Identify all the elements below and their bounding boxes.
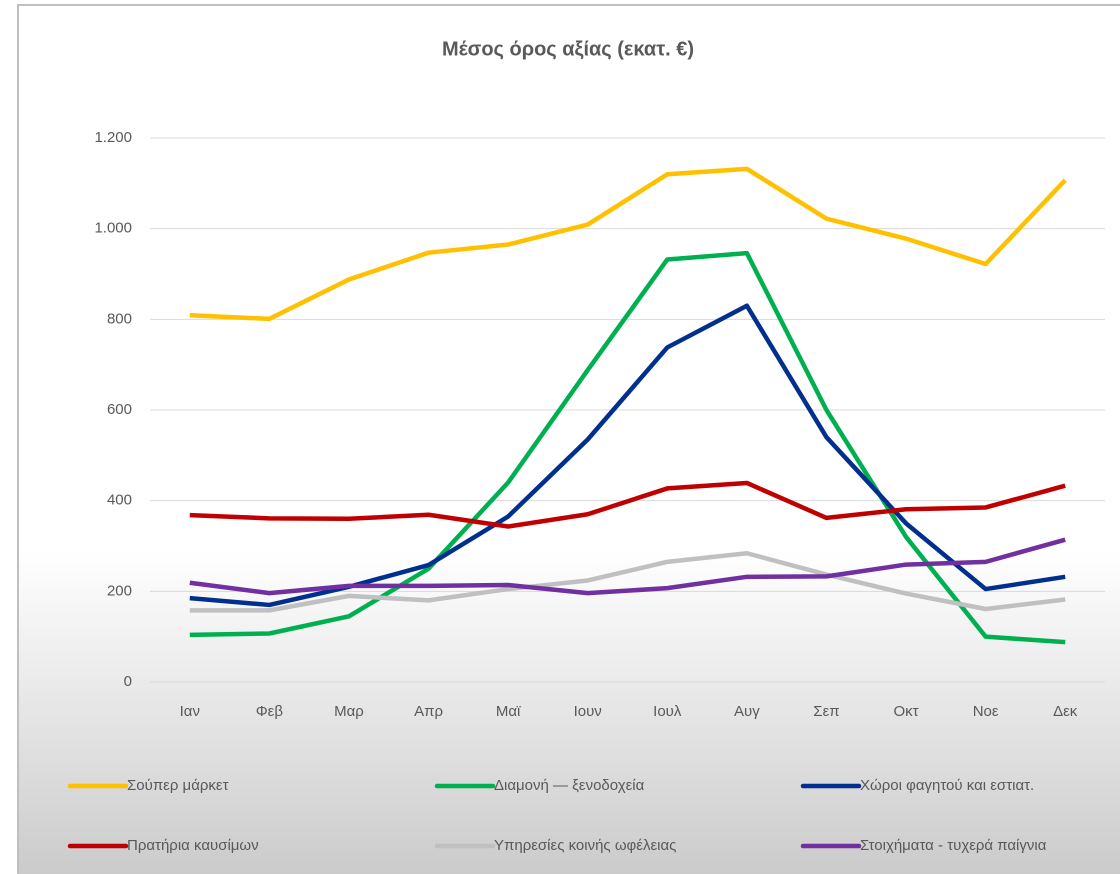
chart-frame — [17, 4, 1120, 874]
legend-label: Υπηρεσίες κοινής ωφέλειας — [494, 837, 676, 854]
y-tick-label: 400 — [107, 492, 132, 509]
x-tick-label: Ιουλ — [653, 703, 682, 720]
y-tick-label: 0 — [124, 673, 132, 690]
x-tick-label: Δεκ — [1053, 703, 1078, 720]
legend-label: Χώροι φαγητού και εστιατ. — [860, 777, 1034, 794]
x-tick-label: Μαϊ — [496, 703, 521, 720]
x-tick-label: Οκτ — [893, 703, 918, 720]
series-line — [189, 537, 1066, 596]
series-line — [189, 166, 1067, 322]
x-tick-label: Σεπ — [813, 703, 839, 720]
y-tick-label: 1.200 — [94, 129, 132, 146]
series-line — [189, 551, 1066, 613]
y-tick-label: 200 — [107, 582, 132, 599]
y-tick-label: 800 — [107, 310, 132, 327]
y-tick-label: 600 — [107, 401, 132, 418]
series-line — [189, 303, 1066, 608]
x-tick-label: Απρ — [414, 703, 443, 720]
x-tick-label: Αυγ — [734, 703, 760, 720]
legend-label: Στοιχήματα - τυχερά παίγνια — [860, 837, 1047, 854]
y-tick-label: 1.000 — [94, 220, 132, 237]
x-tick-label: Ιουν — [574, 703, 602, 720]
x-tick-label: Φεβ — [256, 703, 284, 720]
legend-label: Σούπερ μάρκετ — [127, 777, 229, 794]
x-tick-label: Μαρ — [334, 703, 364, 720]
chart-title: Μέσος όρος αξίας (εκατ. €) — [442, 38, 694, 60]
x-tick-label: Ιαν — [180, 703, 200, 720]
series-line — [189, 250, 1066, 645]
legend-label: Πρατήρια καυσίμων — [127, 837, 259, 854]
x-tick-label: Νοε — [973, 703, 999, 720]
series-line — [189, 480, 1066, 529]
legend-label: Διαμονή — ξενοδοχεία — [494, 777, 645, 794]
